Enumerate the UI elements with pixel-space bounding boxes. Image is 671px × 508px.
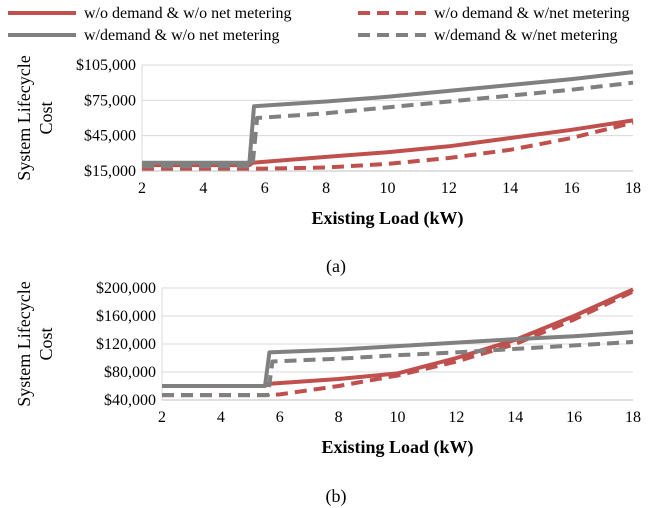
series-line <box>142 70 634 165</box>
legend: w/o demand & w/o net metering w/o demand … <box>8 5 630 44</box>
x-tick-label: 6 <box>261 180 269 197</box>
series-line <box>162 339 634 398</box>
x-tick-label: 10 <box>380 180 396 197</box>
x-tick-label: 8 <box>335 409 343 426</box>
y-tick-label: $40,000 <box>104 392 156 409</box>
series-line <box>142 118 634 168</box>
legend-item: w/o demand & w/net metering <box>358 5 630 22</box>
legend-item: w/o demand & w/o net metering <box>8 5 292 22</box>
x-tick-label: 4 <box>217 409 225 426</box>
chart-panel-a: $15,000 $45,000 $75,000 $105,000 2 4 6 8 10 12 14 1… <box>14 55 641 277</box>
y-tick-label: $105,000 <box>76 57 136 74</box>
series-line <box>162 330 634 388</box>
legend-label: w/o demand & w/net metering <box>434 5 630 22</box>
x-tick-label: 8 <box>322 180 330 197</box>
x-tick-label: 2 <box>158 409 166 426</box>
chart-panel-b: $40,000 $80,000 $120,000 $160,000 $200,000 2 4… <box>14 280 641 507</box>
panel-b-caption: (b) <box>326 486 347 507</box>
x-tick-label: 14 <box>507 409 523 426</box>
x-tick-label: 18 <box>625 180 641 197</box>
x-tick-label: 10 <box>390 409 406 426</box>
x-tick-label: 2 <box>138 180 146 197</box>
legend-label: w/demand & w/o net metering <box>84 27 280 44</box>
x-tick-label: 12 <box>448 409 464 426</box>
legend-item: w/demand & w/o net metering <box>8 27 280 44</box>
series-line <box>142 120 634 171</box>
y-tick-label: $120,000 <box>96 336 156 353</box>
y-tick-label: $80,000 <box>104 364 156 381</box>
x-tick-label: 16 <box>566 409 582 426</box>
y-tick-label: $45,000 <box>84 128 136 145</box>
x-axis-title: Existing Load (kW) <box>311 208 463 229</box>
y-axis-title: System Lifecycle Cost <box>14 281 56 406</box>
panel-a-caption: (a) <box>326 256 346 277</box>
legend-item: w/demand & w/net metering <box>358 27 618 44</box>
y-tick-label: $75,000 <box>84 92 136 109</box>
series-line <box>142 80 634 169</box>
y-axis-title: System Lifecycle Cost <box>14 55 56 180</box>
x-tick-label: 16 <box>564 180 580 197</box>
y-tick-label: $15,000 <box>84 163 136 180</box>
series-line <box>162 289 634 398</box>
x-tick-label: 12 <box>441 180 457 197</box>
x-tick-label: 14 <box>502 180 518 197</box>
x-tick-label: 18 <box>625 409 641 426</box>
x-axis-title: Existing Load (kW) <box>321 437 473 458</box>
x-tick-label: 4 <box>199 180 207 197</box>
legend-label: w/o demand & w/o net metering <box>84 5 292 22</box>
x-tick-label: 6 <box>276 409 284 426</box>
y-tick-label: $200,000 <box>96 280 156 297</box>
legend-label: w/demand & w/net metering <box>434 27 618 44</box>
y-tick-label: $160,000 <box>96 308 156 325</box>
